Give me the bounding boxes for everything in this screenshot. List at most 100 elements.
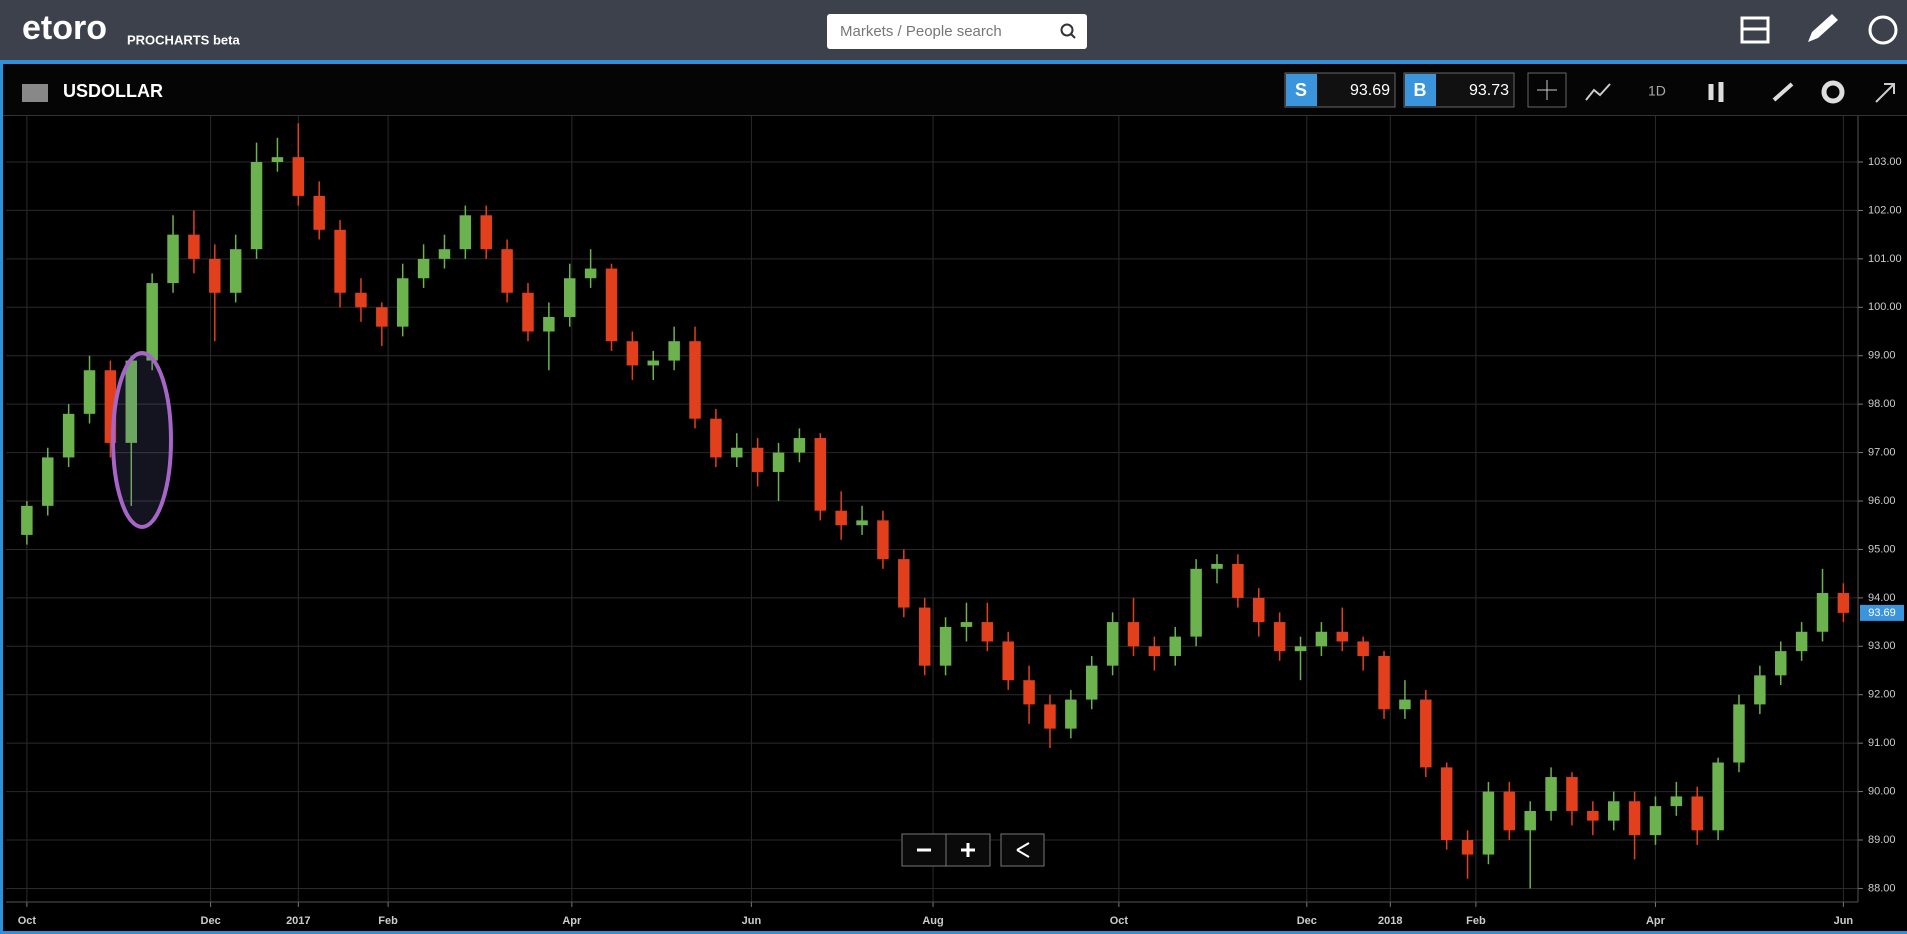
timeframe[interactable]: 1D bbox=[1648, 83, 1666, 99]
candle-body bbox=[751, 447, 764, 472]
candle-body bbox=[1399, 699, 1411, 710]
candle-body bbox=[62, 413, 75, 458]
candle-body bbox=[1566, 777, 1578, 811]
search-box[interactable] bbox=[827, 14, 1087, 49]
plot-area: 88.00 89.00 90.00 91.00 92.00 93.00 94.00 95.00… bbox=[6, 116, 1902, 927]
y-tick-label: 95.00 bbox=[1868, 543, 1896, 555]
candle-body bbox=[877, 520, 889, 560]
logo[interactable]: etoro bbox=[22, 9, 107, 47]
x-tick-label: Dec bbox=[1297, 915, 1317, 927]
x-tick-label: Oct bbox=[1110, 915, 1129, 927]
candle-body bbox=[167, 234, 179, 284]
candle-body bbox=[125, 360, 138, 443]
x-tick-label: Feb bbox=[378, 915, 398, 927]
top-bar-accent bbox=[0, 60, 1907, 64]
candle-body bbox=[1503, 791, 1516, 831]
buy-badge bbox=[1405, 74, 1436, 106]
candle-body bbox=[1044, 704, 1056, 729]
candle-body bbox=[918, 607, 931, 666]
y-tick-label: 88.00 bbox=[1868, 882, 1896, 894]
candle-body bbox=[1775, 651, 1787, 676]
crosshair-button[interactable] bbox=[1527, 72, 1567, 108]
y-tick-label: 93.00 bbox=[1868, 640, 1896, 652]
fullscreen-icon[interactable] bbox=[1875, 83, 1895, 103]
candle-body bbox=[564, 278, 576, 317]
candle-body bbox=[1816, 593, 1829, 632]
x-tick-label: Aug bbox=[922, 915, 943, 927]
y-tick-label: 94.00 bbox=[1868, 592, 1896, 604]
x-tick-label: Jun bbox=[1834, 915, 1854, 927]
candle-body bbox=[1315, 631, 1328, 647]
candle-body bbox=[1294, 646, 1307, 652]
candle-body bbox=[1378, 655, 1390, 710]
zoom-in-icon bbox=[961, 843, 975, 857]
candle-body bbox=[83, 370, 96, 414]
x-tick-label: 2018 bbox=[1378, 915, 1402, 927]
y-tick-label: 100.00 bbox=[1868, 301, 1902, 313]
candle-body bbox=[898, 559, 910, 608]
candle-body bbox=[1482, 791, 1495, 855]
candle-body bbox=[1357, 641, 1369, 656]
edit-icon[interactable] bbox=[1808, 14, 1838, 42]
x-tick-label: Feb bbox=[1466, 915, 1486, 927]
candle-body bbox=[271, 157, 284, 163]
candle-body bbox=[250, 162, 263, 250]
search-placeholder: Markets / People search bbox=[840, 23, 1002, 40]
settings-icon[interactable] bbox=[1821, 80, 1845, 104]
indicator-icon[interactable] bbox=[1585, 83, 1611, 101]
annotation-ellipse bbox=[111, 351, 173, 529]
frame-bottom bbox=[0, 931, 1907, 934]
sell-price: 93.69 bbox=[1350, 82, 1390, 99]
x-tick-label: Dec bbox=[201, 915, 221, 927]
x-tick-label: Apr bbox=[1646, 915, 1666, 927]
draw-icon[interactable] bbox=[1772, 82, 1794, 102]
candle-body bbox=[668, 341, 680, 361]
candle-body bbox=[1190, 568, 1202, 637]
last-price-tag bbox=[1860, 604, 1904, 621]
y-tick-label: 98.00 bbox=[1868, 398, 1896, 410]
candle-body bbox=[1524, 810, 1536, 831]
candle-body bbox=[1169, 636, 1181, 656]
candle-body bbox=[1461, 840, 1474, 855]
candle-body bbox=[1065, 699, 1077, 729]
candle-body bbox=[209, 258, 221, 293]
chart-type-icon[interactable] bbox=[1708, 82, 1724, 102]
y-tick-label: 91.00 bbox=[1868, 737, 1896, 749]
candle-body bbox=[793, 438, 806, 453]
candle-body bbox=[960, 622, 973, 627]
candle-body bbox=[42, 457, 54, 506]
y-tick-label: 103.00 bbox=[1868, 156, 1902, 168]
candle-body bbox=[856, 520, 868, 526]
search-icon[interactable] bbox=[1060, 23, 1074, 37]
candle-body bbox=[1837, 593, 1850, 613]
search-icon bbox=[1070, 33, 1076, 39]
candle-body bbox=[1440, 767, 1453, 841]
profile-icon[interactable] bbox=[1868, 15, 1898, 45]
crosshair-icon bbox=[1537, 80, 1557, 100]
candle-body bbox=[396, 278, 409, 327]
candle-body bbox=[1253, 597, 1265, 623]
candle-body bbox=[229, 249, 242, 293]
candle-body bbox=[1649, 806, 1662, 836]
candle-body bbox=[1127, 622, 1140, 647]
candle-body bbox=[522, 292, 534, 332]
candle-body bbox=[1795, 631, 1808, 652]
candle-body bbox=[1754, 675, 1766, 705]
candle-body bbox=[1607, 801, 1620, 821]
candle-body bbox=[376, 307, 388, 327]
candle-body bbox=[459, 215, 472, 250]
sell-label: S bbox=[1295, 80, 1307, 100]
last-price-label: 93.69 bbox=[1868, 607, 1896, 619]
x-tick-label: Jun bbox=[742, 915, 762, 927]
share-button[interactable] bbox=[1000, 833, 1045, 867]
candle-body bbox=[543, 316, 555, 332]
candle-body bbox=[417, 258, 430, 279]
candle-body bbox=[1232, 563, 1244, 598]
candle-body bbox=[21, 505, 33, 535]
x-tick-label: Oct bbox=[18, 915, 37, 927]
candle-body bbox=[1420, 699, 1432, 768]
candle-body bbox=[1002, 641, 1014, 681]
y-tick-label: 92.00 bbox=[1868, 689, 1896, 701]
candle-body bbox=[1085, 665, 1098, 700]
